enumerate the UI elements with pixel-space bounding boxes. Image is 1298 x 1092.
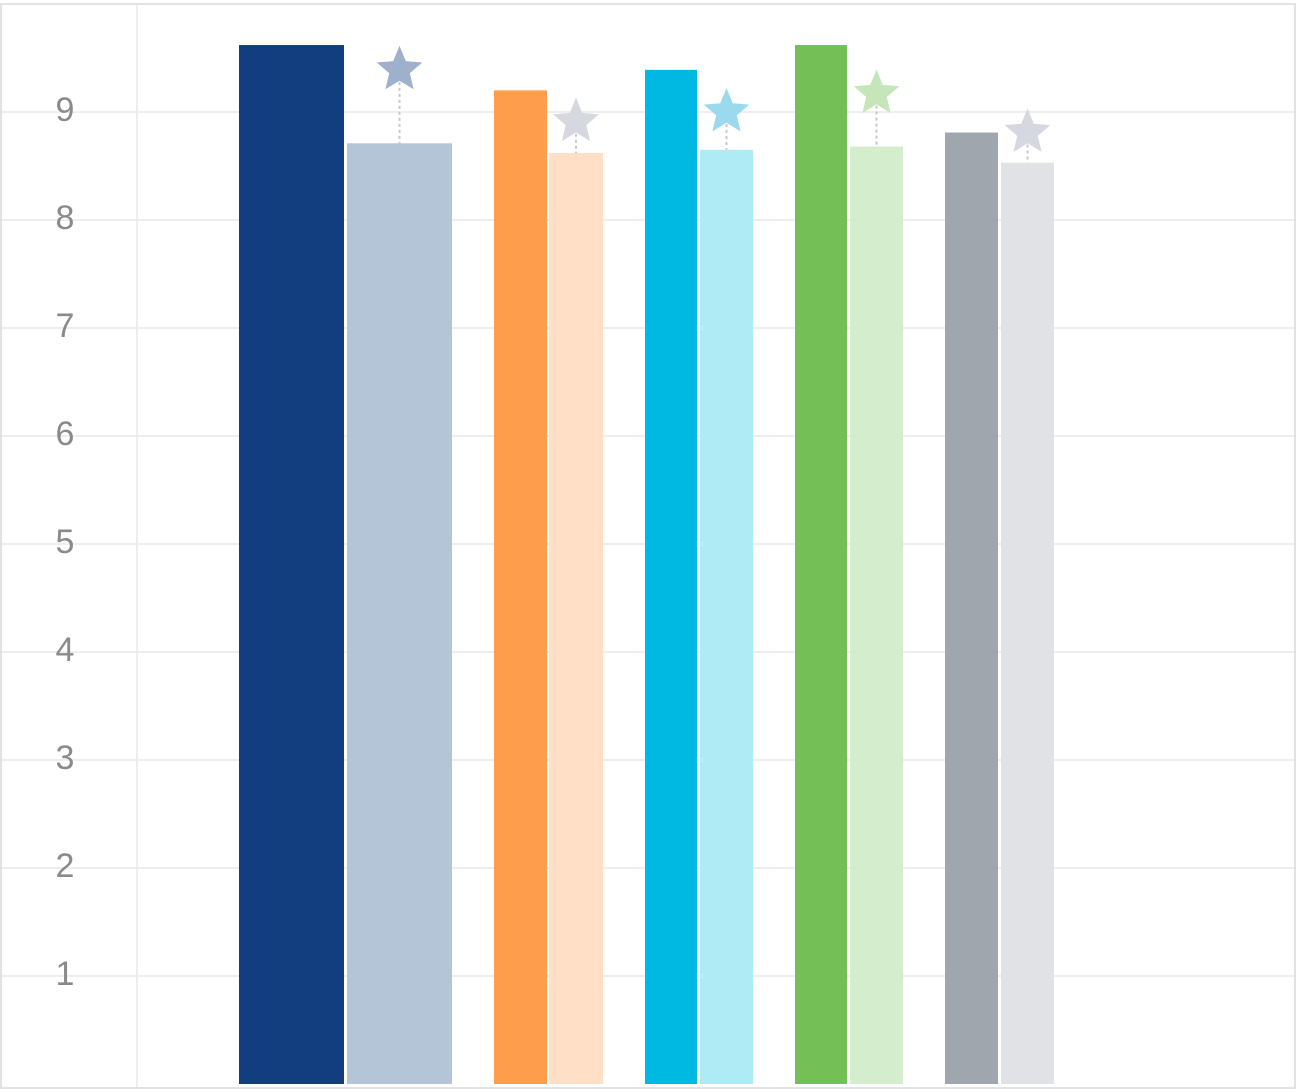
y-tick-label: 2	[56, 847, 75, 885]
bar	[347, 143, 452, 1084]
bar	[549, 153, 603, 1085]
target-star	[853, 69, 900, 114]
target-star	[1004, 108, 1051, 152]
y-tick-label: 7	[56, 307, 75, 345]
bar	[645, 69, 697, 1084]
target-star	[376, 45, 423, 90]
bar	[945, 132, 998, 1084]
y-tick-label: 6	[56, 415, 75, 453]
y-tick-label: 5	[56, 523, 75, 561]
target-star	[553, 97, 599, 142]
bar	[850, 146, 903, 1084]
bar	[239, 45, 344, 1084]
y-tick-label: 8	[56, 199, 75, 237]
bar	[700, 149, 753, 1085]
y-tick-label: 4	[56, 631, 75, 669]
target-star	[703, 88, 750, 132]
bar	[795, 45, 847, 1084]
bar	[494, 90, 547, 1084]
bar	[1001, 162, 1054, 1084]
y-tick-label: 3	[56, 739, 75, 777]
y-tick-label: 1	[56, 955, 75, 993]
y-tick-label: 9	[56, 91, 75, 129]
